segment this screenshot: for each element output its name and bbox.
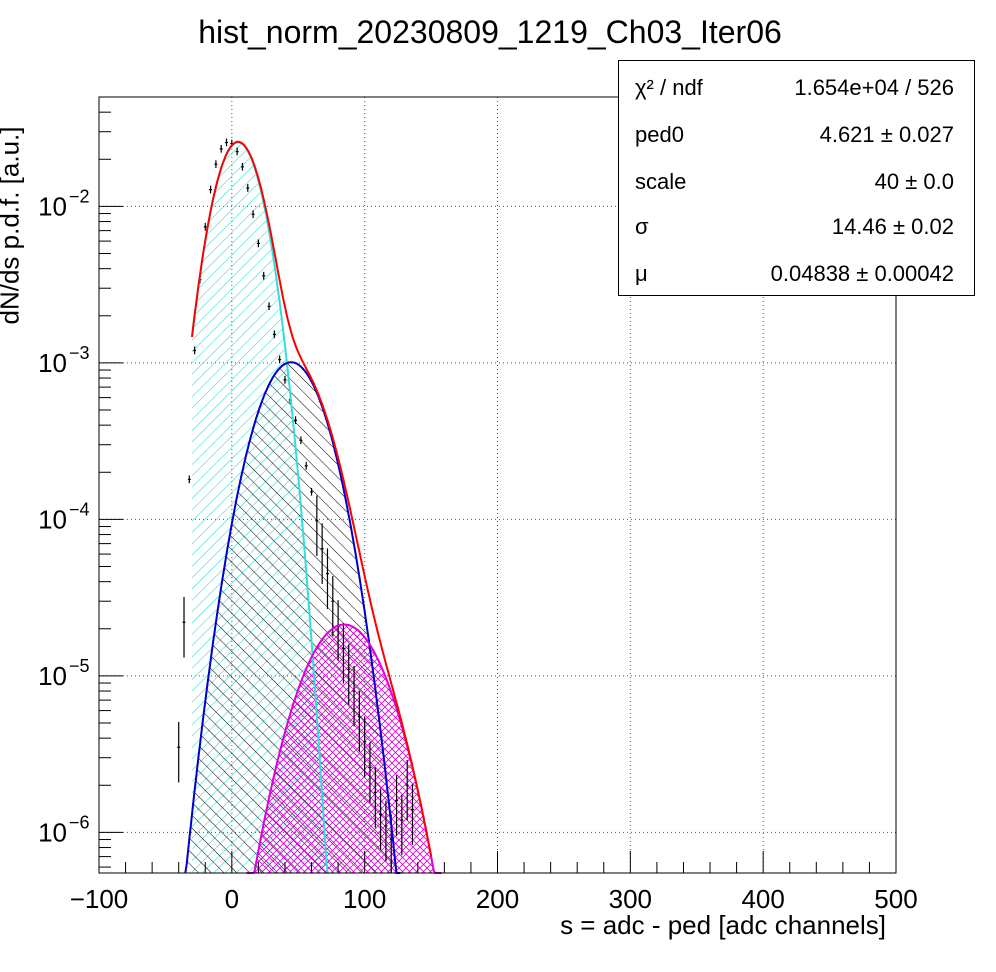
x-axis-label: s = adc - ped [adc channels] — [560, 910, 886, 940]
stats-row-ped0: ped0 4.621 ± 0.027 — [619, 122, 974, 162]
x-tick-label: 400 — [741, 884, 784, 914]
stats-name: scale — [635, 169, 687, 194]
stats-name: ped0 — [635, 122, 684, 147]
y-tick-label: 10 — [38, 191, 67, 221]
stats-value: 40 ± 0.0 — [874, 169, 954, 194]
stats-value: 4.621 ± 0.027 — [819, 122, 954, 147]
y-tick-exponent: −2 — [69, 186, 90, 206]
y-tick-exponent: −3 — [69, 343, 90, 363]
stats-value: 0.04838 ± 0.00042 — [770, 261, 954, 286]
fit-curves — [184, 140, 442, 874]
y-axis-label: dN/ds p.d.f. [a.u.] — [0, 126, 25, 325]
y-tick-label: 10 — [38, 661, 67, 691]
component-fills — [185, 142, 442, 874]
y-tick-exponent: −4 — [69, 499, 90, 519]
y-tick-exponent: −5 — [69, 656, 90, 676]
x-tick-label: 200 — [476, 884, 519, 914]
stats-row-scale: scale 40 ± 0.0 — [619, 169, 974, 209]
x-tick-label: −100 — [70, 884, 129, 914]
fit-stats-box: χ² / ndf 1.654e+04 / 526 ped0 4.621 ± 0.… — [618, 60, 975, 296]
stats-value: 14.46 ± 0.02 — [831, 214, 954, 239]
x-tick-label: 0 — [225, 884, 239, 914]
stats-row-chi2: χ² / ndf 1.654e+04 / 526 — [619, 75, 974, 115]
y-tick-label: 10 — [38, 817, 67, 847]
y-tick-label: 10 — [38, 504, 67, 534]
y-tick-exponent: −6 — [69, 812, 90, 832]
x-tick-label: 500 — [874, 884, 917, 914]
y-tick-label: 10 — [38, 348, 67, 378]
stats-value: 1.654e+04 / 526 — [794, 75, 954, 100]
stats-row-mu: μ 0.04838 ± 0.00042 — [619, 261, 974, 301]
stats-name: μ — [635, 261, 648, 286]
one-pe-component-curve — [184, 361, 401, 874]
two-pe-component-fill — [246, 624, 442, 873]
x-tick-label: 300 — [609, 884, 652, 914]
chart-title: hist_norm_20230809_1219_Ch03_Iter06 — [198, 14, 782, 50]
x-tick-label: 100 — [343, 884, 386, 914]
total-fit-curve — [191, 140, 433, 857]
stats-row-sigma: σ 14.46 ± 0.02 — [619, 214, 974, 254]
axis-ticks — [98, 96, 897, 873]
stats-name: σ — [635, 214, 649, 239]
stats-name: χ² / ndf — [635, 75, 703, 100]
